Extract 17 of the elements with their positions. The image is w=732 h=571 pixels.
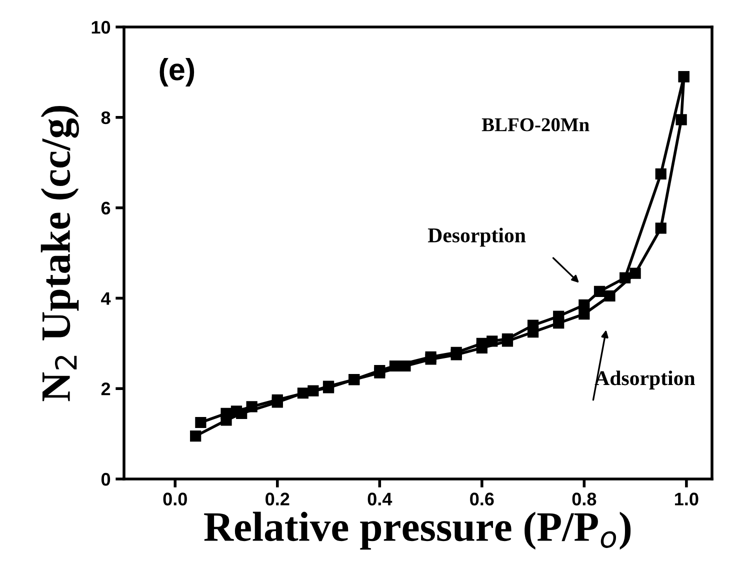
x-tick-label: 0.4 [368, 492, 392, 506]
annotation: BLFO-20Mn [482, 118, 590, 132]
annotation: (e) [160, 58, 194, 86]
x-tick-label: 0.8 [572, 492, 596, 506]
y-tick-label: 4 [101, 292, 111, 305]
y-tick-label: 2 [101, 382, 110, 396]
x-tick-label: 0.0 [163, 492, 187, 506]
x-tick-label: 0.6 [470, 492, 494, 506]
y-axis-title: N$_{2}$ Uptake (cc/g) [40, 106, 79, 402]
annotation: Desorption [428, 228, 526, 247]
x-tick-label: 1.0 [675, 492, 698, 506]
x-tick-label: 0.2 [266, 492, 290, 506]
x-axis-title: Relative pressure (P/P$_{o}$) [204, 512, 631, 550]
y-tick-label: 8 [101, 111, 110, 124]
y-tick-label: 6 [101, 202, 110, 215]
y-tick-label: 10 [92, 20, 110, 34]
y-tick-label: 0 [101, 472, 110, 486]
